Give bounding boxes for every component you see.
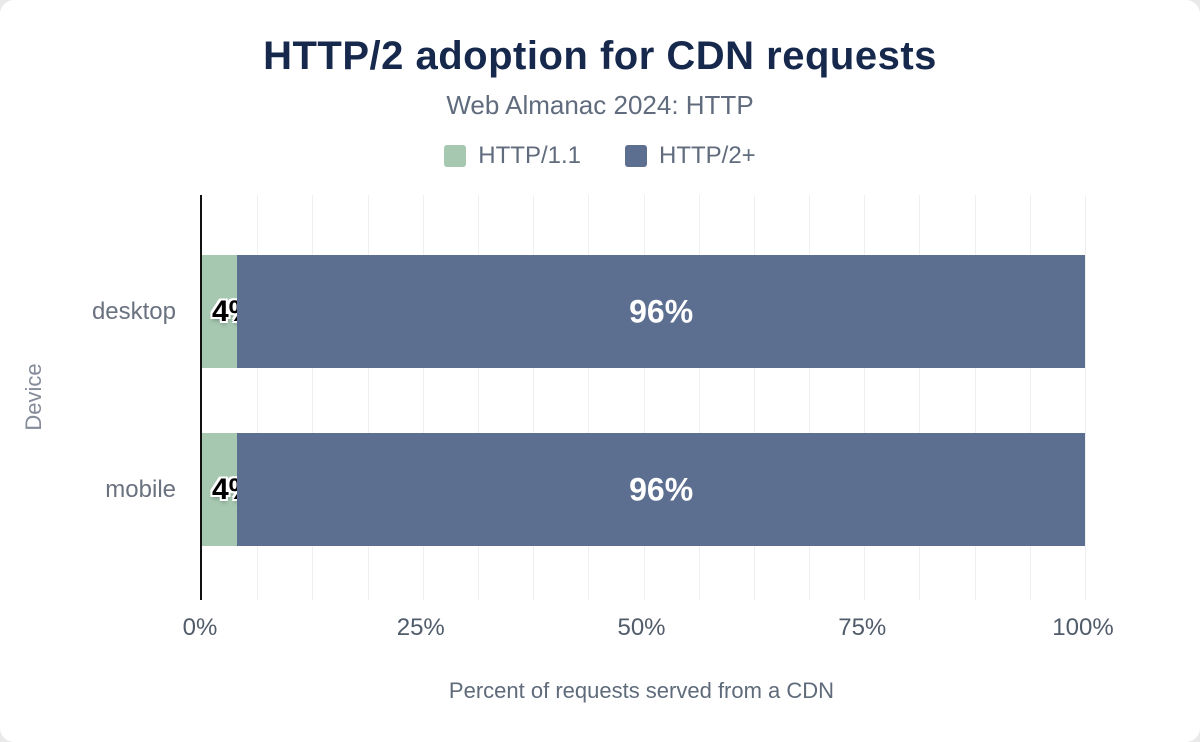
gridline bbox=[477, 195, 479, 600]
legend-swatch-icon bbox=[444, 145, 467, 167]
x-tick-label-25: 25% bbox=[396, 614, 445, 641]
gridline bbox=[367, 195, 369, 600]
gridline bbox=[809, 195, 811, 600]
legend-item-1: HTTP/2+ bbox=[625, 142, 756, 170]
gridline bbox=[533, 195, 535, 600]
legend-label: HTTP/2+ bbox=[659, 142, 756, 169]
legend-swatch-icon bbox=[625, 145, 647, 167]
x-tick-label-100: 100% bbox=[1052, 614, 1114, 641]
chart-title: HTTP/2 adoption for CDN requests bbox=[263, 34, 937, 78]
x-tick-label-75: 75% bbox=[838, 614, 887, 641]
bar-segment-mobile-http2 bbox=[237, 433, 1085, 546]
category-labels: desktop mobile bbox=[0, 195, 188, 600]
category-label-mobile: mobile bbox=[105, 475, 176, 503]
gridline bbox=[1029, 195, 1031, 600]
bar-segment-desktop-http2 bbox=[237, 255, 1085, 368]
gridline bbox=[1085, 195, 1086, 600]
gridline bbox=[698, 195, 700, 600]
x-tick-label-0: 0% bbox=[182, 614, 218, 641]
bar-segment-desktop-http11 bbox=[202, 255, 238, 368]
bar-segment-mobile-http11 bbox=[202, 433, 238, 546]
x-tick-label-50: 50% bbox=[617, 614, 666, 641]
gridline bbox=[422, 195, 424, 600]
gridline bbox=[974, 195, 976, 600]
legend-label: HTTP/1.1 bbox=[478, 142, 581, 169]
bar-value-label: 96% bbox=[629, 293, 694, 329]
gridline bbox=[864, 195, 866, 600]
plot-area: 4% 96% 4% 96% bbox=[200, 195, 1086, 600]
chart-subtitle: Web Almanac 2024: HTTP bbox=[446, 90, 754, 120]
gridline bbox=[257, 195, 259, 600]
x-axis-label: Percent of requests served from a CDN bbox=[448, 678, 835, 703]
legend: HTTP/1.1 HTTP/2+ bbox=[0, 142, 1200, 170]
gridline bbox=[753, 195, 755, 600]
legend-item-0: HTTP/1.1 bbox=[444, 142, 581, 170]
bar-value-label: 96% bbox=[629, 471, 694, 507]
gridline bbox=[643, 195, 645, 600]
category-label-desktop: desktop bbox=[91, 297, 176, 325]
gridline bbox=[312, 195, 314, 600]
gridline bbox=[919, 195, 921, 600]
x-axis-ticks: 0% 25% 50% 75% 100% bbox=[183, 614, 1114, 648]
gridline bbox=[588, 195, 590, 600]
